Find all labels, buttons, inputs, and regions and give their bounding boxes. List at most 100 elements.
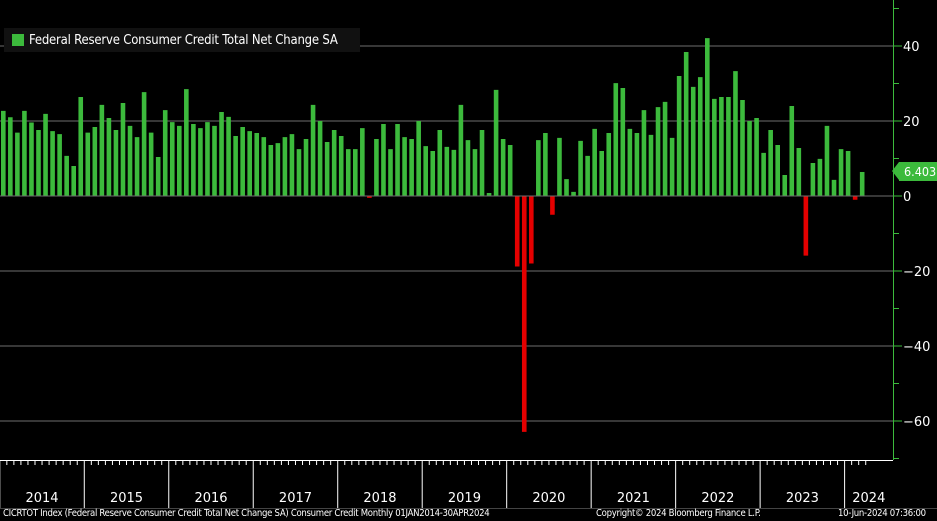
year-label: 2017 <box>279 491 312 506</box>
footer-source: CICRTOT Index (Federal Reserve Consumer … <box>3 508 490 519</box>
bar <box>754 118 759 196</box>
year-label: 2022 <box>701 491 734 506</box>
bar <box>641 110 647 196</box>
bar <box>803 196 809 256</box>
bar <box>402 137 407 196</box>
bar <box>317 121 323 196</box>
bar <box>409 139 414 196</box>
bar <box>64 155 69 196</box>
bar <box>219 112 224 196</box>
bar <box>120 103 126 196</box>
bar <box>22 110 27 196</box>
bar <box>106 118 112 196</box>
bar <box>613 83 619 196</box>
y-tick-label: 40 <box>903 40 920 55</box>
bar <box>57 134 62 196</box>
bar <box>500 139 506 196</box>
bar <box>550 196 555 215</box>
bar <box>78 97 84 196</box>
y-tick-label: −60 <box>903 415 930 430</box>
bar <box>507 145 513 196</box>
bar <box>331 130 337 196</box>
bar <box>360 128 365 196</box>
bar <box>374 139 379 196</box>
bar <box>423 146 428 196</box>
bar <box>557 137 562 196</box>
bar <box>690 86 696 196</box>
bar <box>310 104 316 196</box>
bar <box>240 127 245 196</box>
bar <box>388 149 393 196</box>
bar <box>8 117 13 196</box>
bar <box>233 136 238 196</box>
bar <box>564 179 569 196</box>
bar <box>458 104 464 196</box>
bar <box>719 97 724 196</box>
bar <box>155 157 161 196</box>
bar <box>571 191 576 196</box>
bar <box>226 116 231 196</box>
bar <box>662 101 668 196</box>
bar <box>254 133 260 196</box>
year-label: 2018 <box>363 491 396 506</box>
bar <box>789 106 795 196</box>
bar <box>395 124 400 196</box>
bar <box>113 130 119 196</box>
year-label: 2014 <box>25 491 58 506</box>
y-tick-label: 0 <box>903 190 911 205</box>
bar <box>648 134 654 196</box>
bar <box>676 76 682 196</box>
bar <box>578 140 583 196</box>
bar <box>697 77 703 196</box>
bar <box>169 122 175 196</box>
bar <box>268 145 274 196</box>
bar <box>585 155 590 196</box>
bar <box>134 137 140 196</box>
bar <box>486 193 492 196</box>
bar <box>275 143 281 196</box>
bar <box>148 132 154 196</box>
bar <box>99 104 105 196</box>
bar <box>437 130 443 196</box>
bar <box>592 128 597 196</box>
year-label: 2020 <box>532 491 565 506</box>
bar <box>444 146 450 196</box>
footer-copyright: Copyright© 2024 Bloomberg Finance L.P. <box>596 508 761 519</box>
bar <box>381 124 386 196</box>
bar <box>817 158 823 196</box>
bar <box>634 133 640 196</box>
bar <box>493 89 499 196</box>
bar <box>15 132 20 196</box>
footer-timestamp: 10-Jun-2024 07:36:00 <box>838 508 926 519</box>
bar <box>824 125 830 196</box>
bar <box>712 98 717 196</box>
bar <box>127 125 133 196</box>
bar <box>669 137 675 196</box>
legend-label: Federal Reserve Consumer Credit Total Ne… <box>29 32 338 48</box>
bar <box>768 130 773 196</box>
bar <box>529 196 534 264</box>
bar <box>353 149 358 196</box>
bar <box>521 196 527 432</box>
bar <box>1 110 6 196</box>
bar <box>205 122 210 196</box>
bar <box>162 110 168 196</box>
bar <box>831 179 837 196</box>
bar <box>740 100 745 196</box>
bar <box>451 149 457 196</box>
bar <box>543 133 548 196</box>
bar <box>212 125 217 196</box>
bar <box>43 113 48 196</box>
bar <box>345 149 351 196</box>
bar <box>620 88 626 196</box>
bar <box>29 122 34 196</box>
bar <box>36 130 41 196</box>
bar <box>479 130 485 196</box>
bar <box>733 71 738 196</box>
y-tick-label: −20 <box>903 265 930 280</box>
bar <box>430 151 436 196</box>
bar <box>726 97 731 196</box>
bar <box>761 152 766 196</box>
bar <box>606 133 612 196</box>
